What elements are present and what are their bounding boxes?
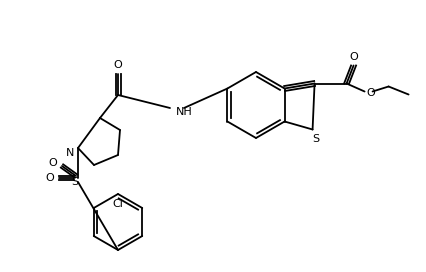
Text: O: O (349, 51, 358, 61)
Text: S: S (312, 134, 319, 144)
Text: O: O (49, 158, 58, 168)
Text: O: O (46, 173, 55, 183)
Text: O: O (366, 88, 375, 98)
Text: N: N (66, 148, 74, 158)
Text: NH: NH (176, 107, 193, 117)
Text: Cl: Cl (112, 199, 124, 209)
Text: O: O (114, 60, 122, 70)
Text: S: S (72, 177, 78, 187)
